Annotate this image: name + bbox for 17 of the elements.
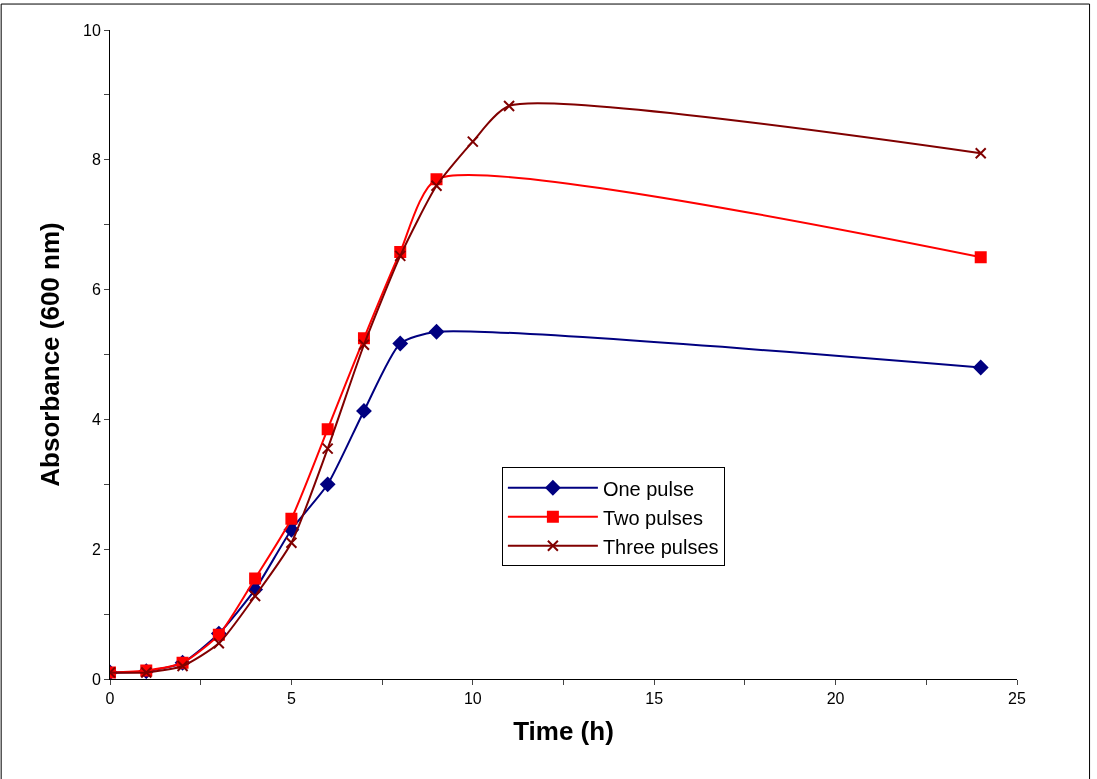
legend-label: Three pulses (602, 535, 719, 558)
x-tick-label: 15 (645, 690, 664, 708)
legend-label: One pulse (602, 477, 695, 500)
x-tick-label: 5 (286, 690, 296, 708)
x-axis-title: Time (h) (513, 715, 614, 746)
y-tick-label: 8 (91, 151, 101, 169)
x-tick-label: 20 (826, 690, 845, 708)
y-tick-label: 10 (83, 21, 101, 39)
y-tick-label: 4 (91, 411, 101, 428)
x-tick-label: 0 (105, 690, 115, 708)
y-tick-label: 6 (91, 281, 101, 299)
legend-label: Two pulses (602, 506, 703, 529)
y-tick-label: 2 (91, 540, 101, 558)
x-tick-label: 10 (463, 690, 482, 708)
y-tick-label: 0 (91, 670, 101, 688)
x-tick-label: 25 (1008, 690, 1026, 708)
y-axis-title: Absorbance (600 nm) (35, 222, 66, 487)
